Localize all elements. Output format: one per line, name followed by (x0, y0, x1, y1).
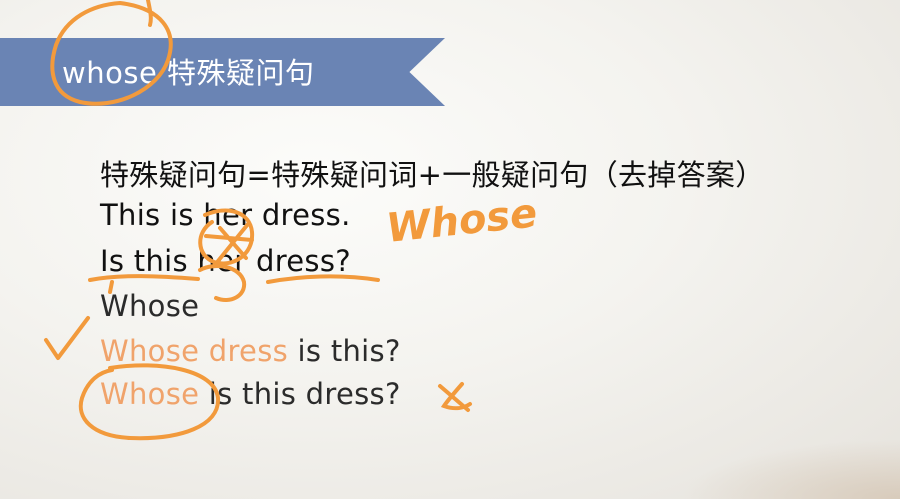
question1-rest: is this? (288, 334, 401, 368)
sentence-line-2: Is this her dress? (100, 244, 351, 278)
question-line-2: Whose is this dress? (100, 377, 401, 411)
handwritten-whose: Whose (384, 190, 539, 252)
check-mark-icon (44, 316, 90, 360)
sentence2-is-this: Is this (100, 244, 198, 278)
sentence2-her: her (197, 244, 247, 278)
question2-highlight: Whose (100, 377, 200, 411)
sentence2-dress: dress? (246, 244, 351, 278)
slide-title: whose 特殊疑问句 (62, 56, 315, 90)
formula-line: 特殊疑问句=特殊疑问词+一般疑问句（去掉答案） (100, 158, 765, 192)
question2-rest: is this dress? (199, 377, 401, 411)
whose-line: Whose (100, 289, 200, 323)
cross-mark-icon (438, 382, 472, 412)
question-line-1: Whose dress is this? (100, 334, 401, 368)
question1-highlight: Whose dress (100, 334, 289, 368)
bottom-corner-shadow (680, 439, 900, 499)
sentence-line-1: This is her dress. (100, 198, 351, 232)
